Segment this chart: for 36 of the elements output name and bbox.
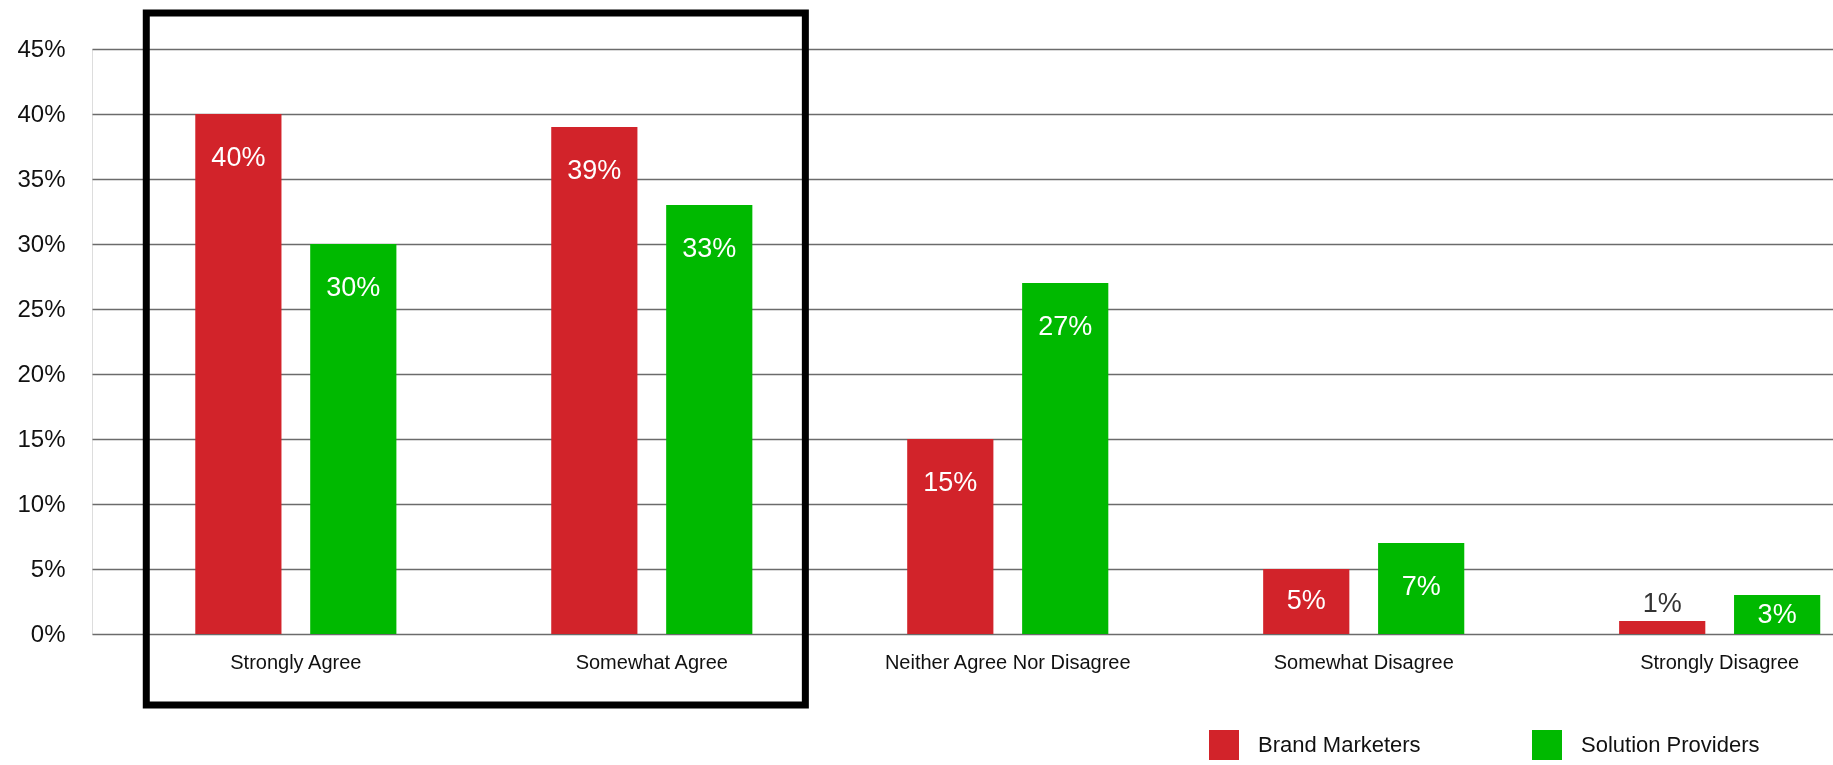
x-tick-label: Somewhat Disagree (1273, 650, 1454, 673)
y-tick-label: 45% (17, 34, 66, 62)
data-label: 27% (1038, 311, 1093, 341)
x-tick-label: Somewhat Agree (575, 650, 728, 673)
x-tick-label: Strongly Agree (230, 650, 362, 673)
y-tick-label: 15% (17, 424, 66, 452)
bar (310, 244, 397, 634)
data-label: 33% (682, 233, 737, 263)
y-tick-label: 10% (17, 489, 66, 517)
data-label: 1% (1642, 588, 1682, 618)
x-tick-label: Strongly Disagree (1640, 650, 1800, 673)
bar (1022, 283, 1109, 634)
bar (907, 439, 994, 634)
y-tick-label: 0% (30, 619, 66, 647)
x-tick-label: Neither Agree Nor Disagree (884, 650, 1131, 673)
data-label: 5% (1286, 585, 1326, 615)
legend-label: Brand Marketers (1258, 732, 1421, 757)
data-label: 39% (567, 155, 622, 185)
data-label: 15% (923, 467, 978, 497)
bar (1619, 621, 1706, 634)
legend-label: Solution Providers (1581, 732, 1760, 757)
bar (666, 205, 753, 634)
y-tick-label: 35% (17, 164, 66, 192)
data-label: 30% (326, 272, 381, 302)
bar (1378, 543, 1465, 634)
data-label: 40% (211, 142, 266, 172)
bar (195, 114, 282, 634)
y-tick-label: 40% (17, 99, 66, 127)
y-tick-label: 5% (30, 554, 66, 582)
y-tick-label: 30% (17, 229, 66, 257)
y-tick-label: 25% (17, 294, 66, 322)
data-label: 7% (1401, 571, 1441, 601)
y-tick-label: 20% (17, 359, 66, 387)
data-label: 3% (1757, 599, 1797, 629)
bar (551, 127, 638, 634)
bar (1263, 569, 1350, 634)
